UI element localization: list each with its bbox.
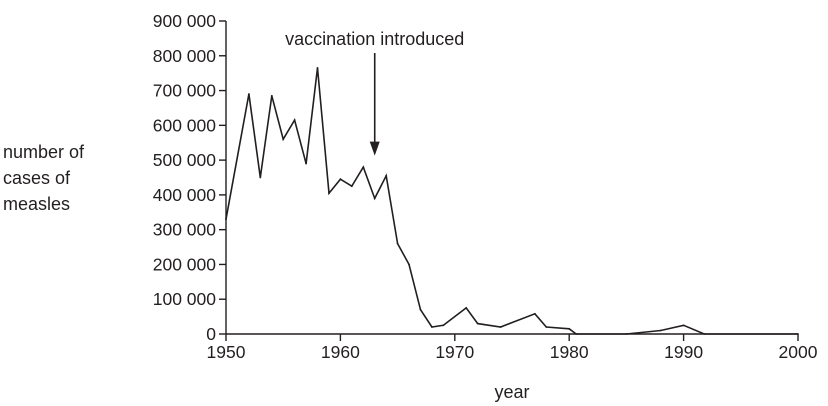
- x-tick-label: 1960: [321, 342, 360, 362]
- data-point: [682, 324, 685, 327]
- data-point: [362, 166, 365, 169]
- x-axis-title: year: [494, 382, 529, 402]
- x-tick-label: 2000: [779, 342, 818, 362]
- data-point: [293, 119, 296, 121]
- series-layer: [225, 67, 799, 335]
- x-tick-label: 1950: [207, 342, 246, 362]
- annotation-label: vaccination introduced: [285, 29, 464, 49]
- y-tick-label: 500 000: [153, 150, 217, 170]
- y-tick-label: 100 000: [153, 289, 217, 309]
- data-point: [568, 327, 571, 330]
- data-point: [442, 324, 445, 327]
- y-tick-label: 300 000: [153, 220, 217, 240]
- data-point: [396, 242, 399, 245]
- data-point: [534, 312, 536, 315]
- x-tick-label: 1980: [550, 342, 589, 362]
- series-line: [225, 67, 798, 335]
- data-point: [499, 326, 502, 328]
- y-tick-label: 600 000: [153, 115, 217, 135]
- y-axis-title-line-1: number of: [3, 142, 85, 162]
- axes: [225, 21, 798, 335]
- x-tick-label: 1990: [664, 342, 703, 362]
- y-tick-label: 0: [206, 324, 216, 344]
- data-point: [328, 192, 330, 195]
- data-point: [476, 322, 479, 325]
- data-point: [545, 326, 548, 328]
- y-axis-title: number of cases of measles: [3, 142, 85, 214]
- data-point: [259, 176, 262, 179]
- y-tick-label: 400 000: [153, 185, 217, 205]
- data-point: [316, 67, 319, 69]
- axis-ticks: 0 100 000 200 000 300 000 400 000 500 000 600 …: [153, 11, 818, 362]
- data-point: [703, 333, 706, 335]
- data-point: [797, 333, 799, 335]
- data-point: [305, 162, 307, 165]
- data-point: [270, 94, 273, 97]
- data-point: [625, 333, 628, 335]
- y-tick-label: 200 000: [153, 254, 217, 274]
- y-tick-label: 900 000: [153, 11, 217, 31]
- data-point: [282, 138, 285, 141]
- y-axis-title-line-2: cases of: [3, 168, 71, 188]
- data-point: [431, 326, 433, 328]
- data-point: [339, 178, 342, 181]
- y-tick-label: 800 000: [153, 46, 217, 66]
- data-point: [419, 308, 422, 311]
- data-point: [350, 185, 353, 188]
- y-tick-label: 700 000: [153, 81, 217, 101]
- x-tick-label: 1970: [435, 342, 474, 362]
- data-point: [408, 263, 410, 266]
- data-point: [465, 307, 468, 309]
- data-point: [225, 218, 227, 221]
- data-point: [373, 197, 376, 200]
- annotation-arrowhead: [369, 141, 380, 156]
- y-axis-title-line-3: measles: [3, 194, 70, 214]
- data-point: [385, 174, 388, 177]
- data-point: [659, 329, 662, 332]
- data-point: [248, 93, 250, 95]
- data-point: [575, 333, 577, 335]
- annotation: vaccination introduced: [285, 29, 464, 156]
